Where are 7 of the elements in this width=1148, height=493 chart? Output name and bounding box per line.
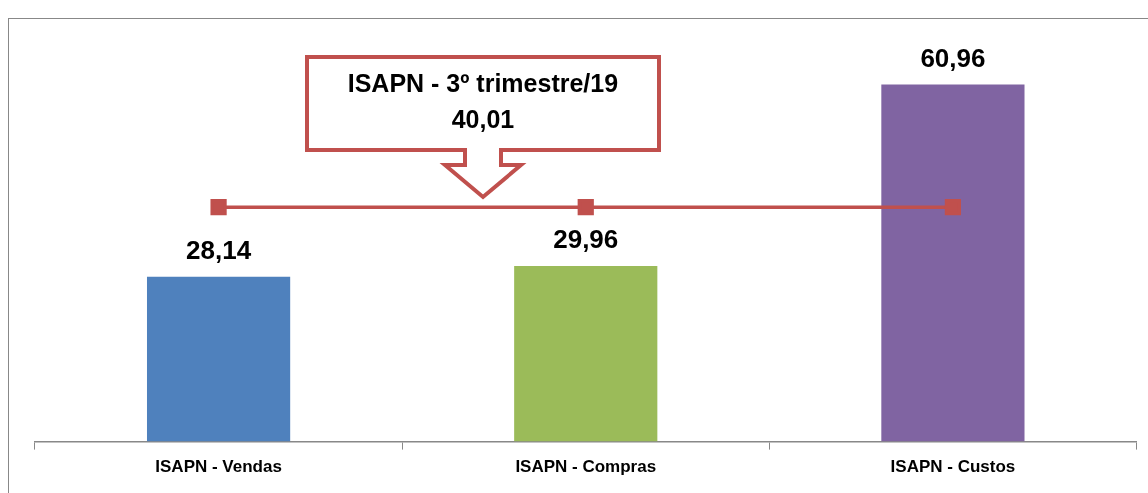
x-tick-label: ISAPN - Vendas [155, 457, 282, 477]
x-tick-label: ISAPN - Compras [515, 457, 657, 477]
data-label: 28,14 [186, 234, 252, 265]
data-label: 60,96 [920, 42, 986, 73]
x-tick-label: ISAPN - Custos [890, 457, 1016, 477]
data-label: 29,96 [553, 224, 619, 255]
annotation: ISAPN - 3º trimestre/19 40,01 [346, 68, 620, 136]
